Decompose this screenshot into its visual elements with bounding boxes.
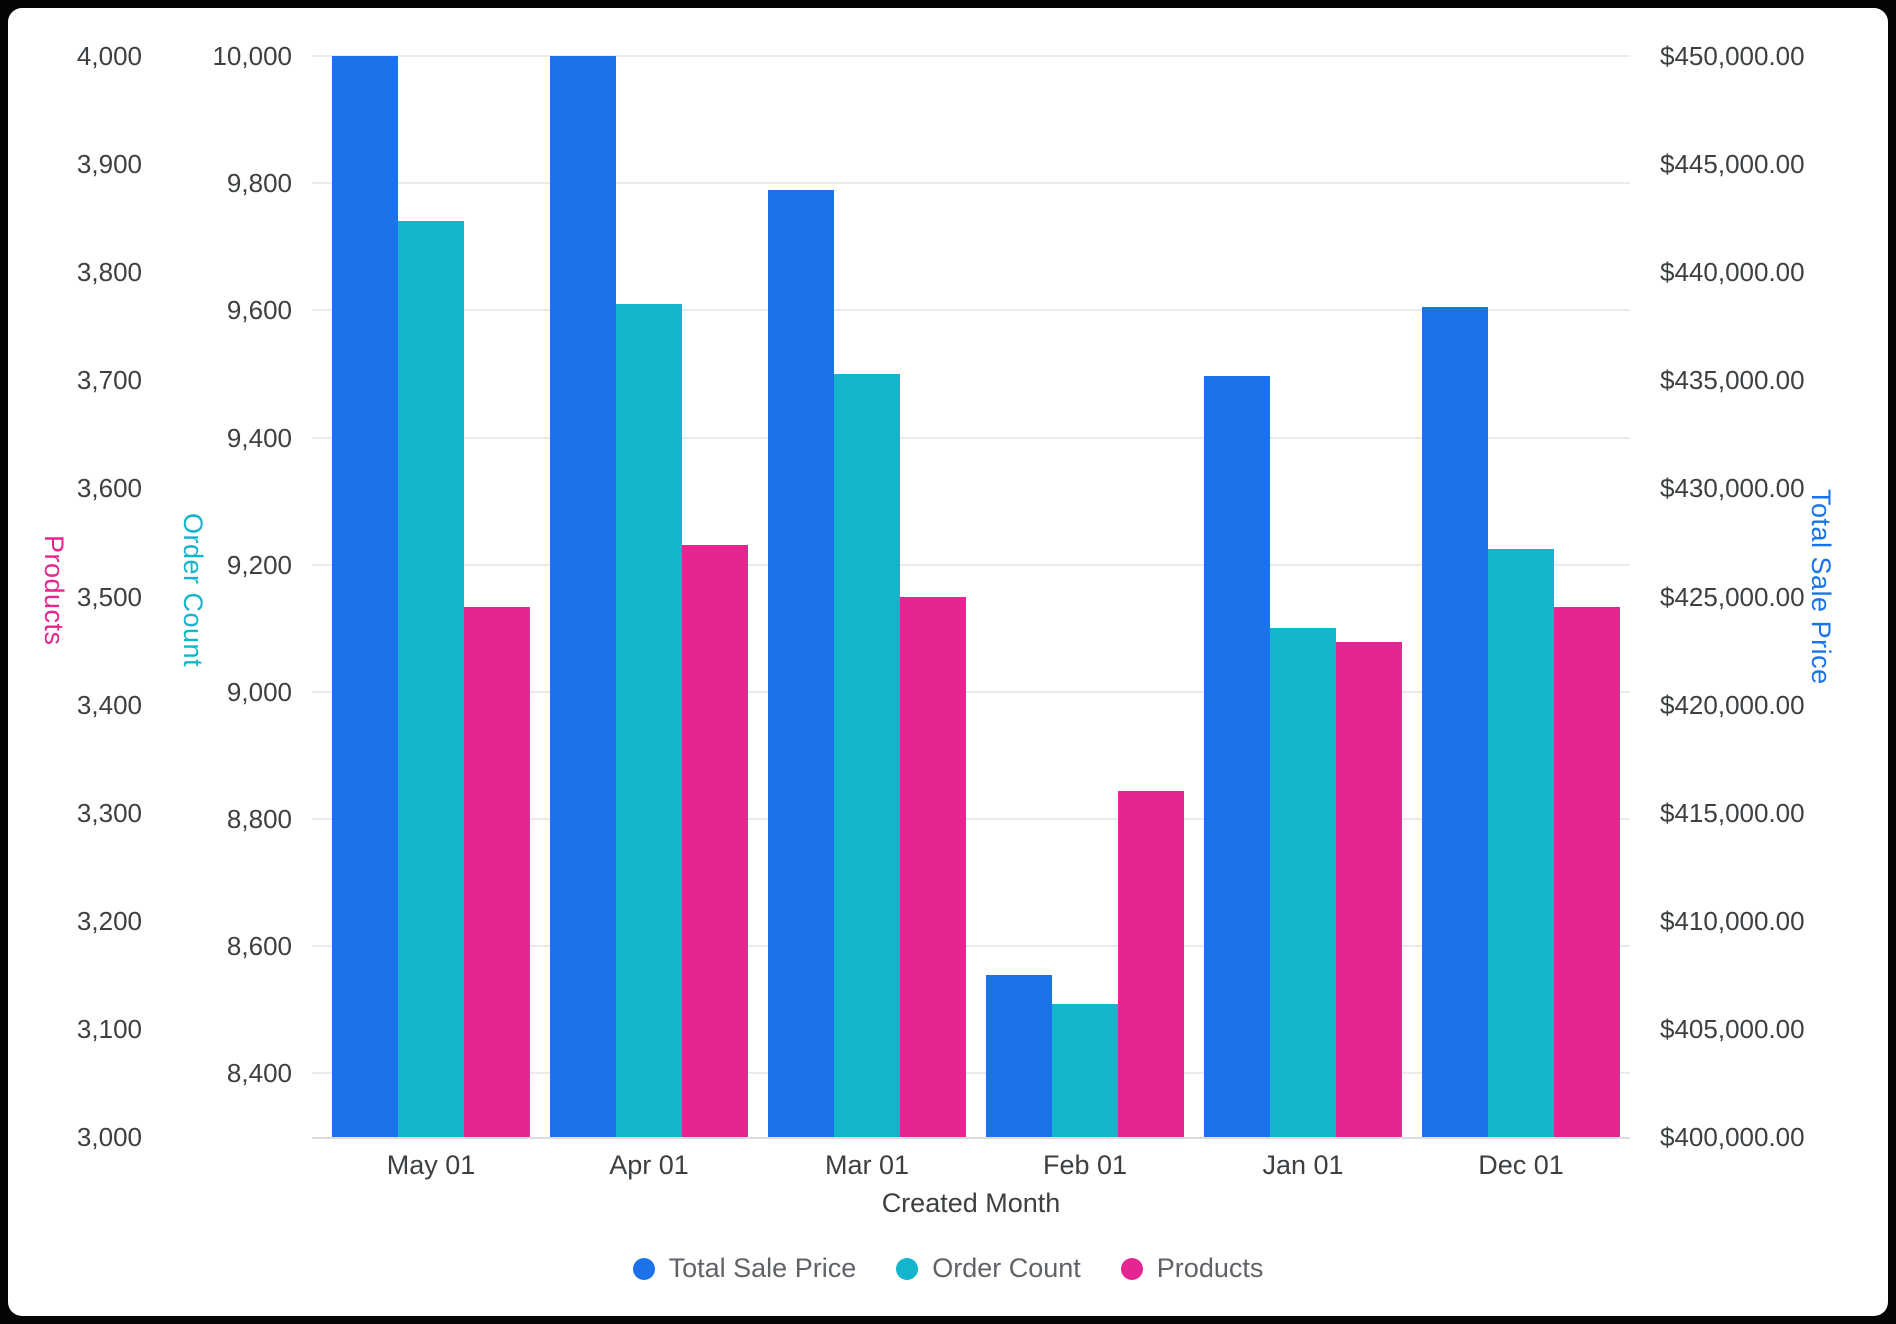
- y-tick-price--410-000-00: $410,000.00: [1660, 905, 1805, 936]
- y-axis-title-order-count: Order Count: [178, 513, 208, 668]
- bar-order-count-apr-01[interactable]: [616, 304, 682, 1137]
- bar-total-sale-price-jan-01[interactable]: [1204, 376, 1270, 1137]
- bar-products-apr-01[interactable]: [682, 544, 748, 1137]
- y-tick-price--435-000-00: $435,000.00: [1660, 365, 1805, 396]
- y-tick-price--400-000-00: $400,000.00: [1660, 1122, 1805, 1152]
- y-tick-price--430-000-00: $430,000.00: [1660, 473, 1805, 504]
- y-tick-order-count-8-600: 8,600: [226, 931, 292, 962]
- bar-products-may-01[interactable]: [464, 607, 530, 1137]
- y-tick-price--440-000-00: $440,000.00: [1660, 257, 1805, 288]
- y-tick-price--420-000-00: $420,000.00: [1660, 689, 1805, 720]
- y-tick-products-3-700: 3,700: [76, 365, 142, 396]
- legend: Total Sale Price Order Count Products: [8, 1253, 1888, 1284]
- y-tick-products-3-400: 3,400: [76, 689, 142, 720]
- y-tick-products-3-900: 3,900: [76, 149, 142, 180]
- x-axis-line: [312, 1137, 1630, 1139]
- y-tick-products-3-500: 3,500: [76, 581, 142, 612]
- bar-total-sale-price-apr-01[interactable]: [550, 56, 616, 1137]
- y-axis-title-total-sale-price: Total Sale Price: [1806, 489, 1836, 685]
- y-tick-order-count-8-800: 8,800: [226, 804, 292, 835]
- y-axis-title-products: Products: [39, 535, 69, 646]
- bar-products-dec-01[interactable]: [1554, 607, 1620, 1137]
- bar-total-sale-price-feb-01[interactable]: [986, 974, 1052, 1137]
- bar-order-count-dec-01[interactable]: [1488, 548, 1554, 1137]
- y-tick-order-count-10-000: 10,000: [212, 41, 292, 71]
- bar-products-feb-01[interactable]: [1118, 791, 1184, 1137]
- y-tick-price--450-000-00: $450,000.00: [1660, 41, 1805, 71]
- gridline: [312, 55, 1630, 57]
- bar-total-sale-price-may-01[interactable]: [332, 56, 398, 1137]
- y-tick-products-3-300: 3,300: [76, 797, 142, 828]
- y-tick-products-3-200: 3,200: [76, 905, 142, 936]
- legend-item-order-count[interactable]: Order Count: [896, 1253, 1081, 1284]
- bar-order-count-mar-01[interactable]: [834, 373, 900, 1137]
- bar-total-sale-price-dec-01[interactable]: [1422, 306, 1488, 1137]
- gridline: [312, 690, 1630, 693]
- x-tick-jan-01: Jan 01: [1262, 1150, 1344, 1180]
- gridline: [312, 1072, 1630, 1075]
- y-tick-products-3-000: 3,000: [76, 1122, 142, 1152]
- x-tick-feb-01: Feb 01: [1042, 1150, 1128, 1180]
- y-tick-order-count-9-000: 9,000: [226, 676, 292, 707]
- gridline: [312, 436, 1630, 439]
- y-tick-products-3-600: 3,600: [76, 473, 142, 504]
- y-tick-products-3-100: 3,100: [76, 1013, 142, 1044]
- legend-label-products: Products: [1156, 1253, 1264, 1283]
- gridline: [312, 818, 1630, 821]
- legend-swatch-order-count-icon: [896, 1257, 919, 1280]
- bar-total-sale-price-mar-01[interactable]: [768, 190, 834, 1137]
- y-tick-order-count-8-400: 8,400: [226, 1058, 292, 1089]
- legend-label-total-sale-price: Total Sale Price: [668, 1253, 857, 1283]
- y-tick-order-count-9-400: 9,400: [226, 422, 292, 453]
- legend-swatch-products-icon: [1120, 1257, 1143, 1280]
- y-tick-order-count-9-200: 9,200: [226, 549, 292, 580]
- legend-swatch-total-sale-price-icon: [632, 1257, 655, 1280]
- y-tick-order-count-9-600: 9,600: [226, 295, 292, 326]
- y-tick-price--425-000-00: $425,000.00: [1660, 581, 1805, 612]
- y-tick-products-4-000: 4,000: [76, 41, 142, 71]
- x-tick-apr-01: Apr 01: [609, 1150, 689, 1180]
- bar-order-count-feb-01[interactable]: [1052, 1003, 1118, 1137]
- bar-order-count-may-01[interactable]: [398, 221, 464, 1137]
- gridline: [312, 182, 1630, 185]
- y-tick-products-3-800: 3,800: [76, 257, 142, 288]
- y-tick-price--405-000-00: $405,000.00: [1660, 1013, 1805, 1044]
- x-tick-dec-01: Dec 01: [1478, 1150, 1564, 1180]
- x-tick-may-01: May 01: [386, 1150, 476, 1180]
- bar-products-mar-01[interactable]: [900, 596, 966, 1137]
- y-tick-price--415-000-00: $415,000.00: [1660, 797, 1805, 828]
- bar-order-count-jan-01[interactable]: [1270, 628, 1336, 1137]
- chart-card: 4,000 3,900 3,800 3,700 3,600 3,500 3,400 3,300…: [8, 8, 1888, 1316]
- gridline: [312, 563, 1630, 566]
- gridline: [312, 945, 1630, 948]
- x-axis-title: Created Month: [881, 1188, 1061, 1218]
- legend-label-order-count: Order Count: [932, 1253, 1081, 1283]
- bar-products-jan-01[interactable]: [1336, 641, 1402, 1137]
- y-tick-order-count-9-800: 9,800: [226, 168, 292, 199]
- gridline: [312, 309, 1630, 312]
- legend-item-products[interactable]: Products: [1120, 1253, 1264, 1284]
- legend-item-total-sale-price[interactable]: Total Sale Price: [632, 1253, 857, 1284]
- x-tick-mar-01: Mar 01: [824, 1150, 910, 1180]
- y-tick-price--445-000-00: $445,000.00: [1660, 149, 1805, 180]
